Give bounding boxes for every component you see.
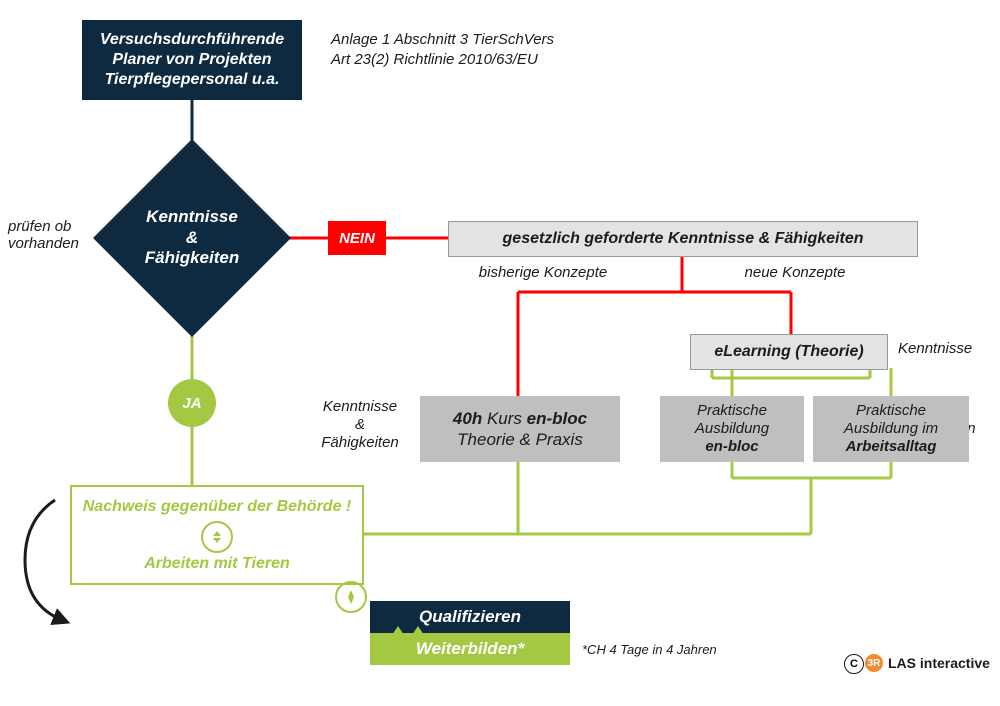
roles-line2: Planer von Projekten — [100, 50, 284, 70]
decision-line1: Kenntnisse — [145, 207, 239, 227]
weiter-label: Weiterbilden* — [416, 639, 524, 659]
kennt-right-label: Kenntnisse — [898, 340, 972, 357]
kurs40h-bold: 40h — [453, 409, 482, 428]
ja-circle: JA — [168, 379, 216, 427]
kurs40h-bi: en-bloc — [527, 409, 587, 428]
legal-line1: Anlage 1 Abschnitt 3 TierSchVers — [331, 30, 554, 50]
kenntfaeh-left-label: Kenntnisse & Fähigkeiten — [310, 398, 410, 452]
nein-box: NEIN — [328, 221, 386, 255]
kurs40h-mid: Kurs — [482, 409, 526, 428]
nachweis-box: Nachweis gegenüber der Behörde ! Arbeite… — [70, 485, 364, 585]
copyright-icon: C — [844, 654, 864, 674]
ch-note: *CH 4 Tage in 4 Jahren — [582, 642, 717, 657]
gesetz-label: gesetzlich geforderte Kenntnisse & Fähig… — [503, 230, 864, 248]
pruef-line1: prüfen ob — [8, 218, 79, 235]
legal-reference: Anlage 1 Abschnitt 3 TierSchVers Art 23(… — [331, 30, 554, 69]
compass-icon — [335, 581, 367, 613]
roles-box: Versuchsdurchführende Planer von Projekt… — [82, 20, 302, 100]
neue-label: neue Konzepte — [710, 264, 880, 281]
gesetz-box: gesetzlich geforderte Kenntnisse & Fähig… — [448, 221, 918, 257]
legal-line2: Art 23(2) Richtlinie 2010/63/EU — [331, 50, 554, 70]
kurs40h-line2: Theorie & Praxis — [453, 429, 587, 450]
ja-label: JA — [182, 395, 201, 412]
prakt-alltag-box: Praktische Ausbildung im Arbeitsalltag — [813, 396, 969, 462]
pruef-line2: vorhanden — [8, 235, 79, 252]
updown-icon — [72, 527, 362, 547]
roles-line3: Tierpflegepersonal u.a. — [100, 70, 284, 90]
nachweis-line2: Arbeiten mit Tieren — [144, 555, 290, 573]
prakt-bloc-box: Praktische Ausbildung en-bloc — [660, 396, 804, 462]
elearning-box: eLearning (Theorie) — [690, 334, 888, 370]
bisher-label: bisherige Konzepte — [448, 264, 638, 281]
brand-label: LAS interactive — [888, 655, 990, 671]
brand-badge-icon: 3R — [865, 654, 883, 672]
pruef-label: prüfen ob vorhanden — [8, 218, 79, 252]
nein-label: NEIN — [339, 230, 375, 247]
decision-line2: & — [145, 228, 239, 248]
kurs40h-box: 40h Kurs en-bloc Theorie & Praxis — [420, 396, 620, 462]
nachweis-line1: Nachweis gegenüber der Behörde ! — [83, 498, 352, 516]
qualif-label: Qualifizieren — [419, 607, 521, 627]
elearning-label: eLearning (Theorie) — [714, 343, 863, 361]
decision-line3: Fähigkeiten — [145, 248, 239, 268]
decision-diamond: Kenntnisse & Fähigkeiten — [122, 168, 262, 308]
roles-line1: Versuchsdurchführende — [100, 30, 284, 50]
seam-triangles-icon — [390, 625, 430, 643]
